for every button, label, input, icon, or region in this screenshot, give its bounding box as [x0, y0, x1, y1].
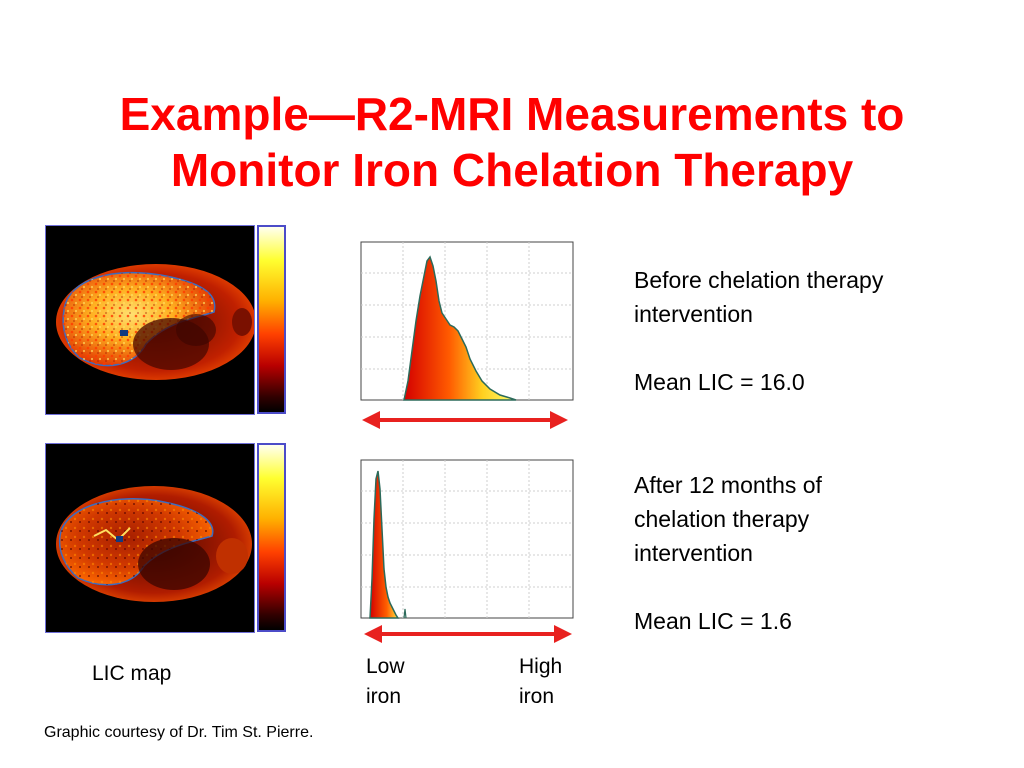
before-mean-lic: Mean LIC = 16.0: [634, 369, 805, 395]
iron-range-arrow-before: [362, 411, 568, 429]
after-mean-lic: Mean LIC = 1.6: [634, 608, 792, 634]
iron-range-arrow-after: [364, 625, 572, 643]
histogram-before: [360, 241, 574, 401]
slide-title-line-1: Example—R2-MRI Measurements to: [119, 88, 905, 140]
lic-map-before: [45, 225, 255, 415]
high-iron-label: High iron: [519, 655, 563, 708]
before-description: Before chelation therapy intervention: [634, 267, 884, 327]
colorbar-before: [257, 225, 286, 414]
lic-map-after: [45, 443, 255, 633]
mri-scan-after-image: [46, 444, 254, 632]
histogram-after: [360, 459, 574, 619]
mri-scan-before-image: [46, 226, 254, 414]
lic-map-label: LIC map: [92, 662, 172, 685]
slide-title-line-2: Monitor Iron Chelation Therapy: [170, 144, 854, 196]
slide-title: Example—R2-MRI Measurements to Monitor I…: [0, 86, 1024, 198]
graphic-credit: Graphic courtesy of Dr. Tim St. Pierre.: [44, 724, 314, 741]
low-iron-label: Low iron: [366, 655, 405, 708]
after-description: After 12 months of chelation therapy int…: [634, 472, 822, 566]
colorbar-after: [257, 443, 286, 632]
